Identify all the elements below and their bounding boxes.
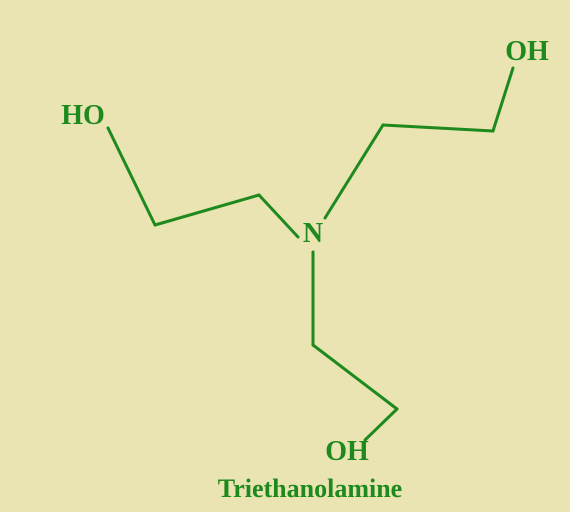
bond xyxy=(493,68,513,131)
bond xyxy=(365,409,397,440)
bond xyxy=(383,125,493,131)
compound-caption: Triethanolamine xyxy=(218,474,402,504)
bond xyxy=(259,195,298,237)
bond-layer xyxy=(0,0,570,512)
atom-label-oh-top-left: HO xyxy=(61,100,105,132)
bond xyxy=(325,125,383,218)
atom-label-oh-top-right: OH xyxy=(505,36,549,68)
atom-label-oh-bottom: OH xyxy=(325,436,369,468)
atom-label-n-center: N xyxy=(303,218,323,250)
bond xyxy=(155,195,259,225)
bond xyxy=(313,345,397,409)
bond xyxy=(108,128,155,225)
diagram-canvas: HO OH OH N Triethanolamine xyxy=(0,0,570,512)
